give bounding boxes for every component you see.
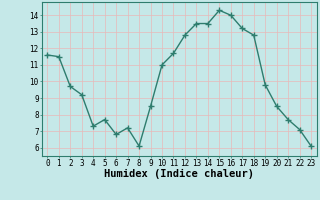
X-axis label: Humidex (Indice chaleur): Humidex (Indice chaleur) [104,169,254,179]
